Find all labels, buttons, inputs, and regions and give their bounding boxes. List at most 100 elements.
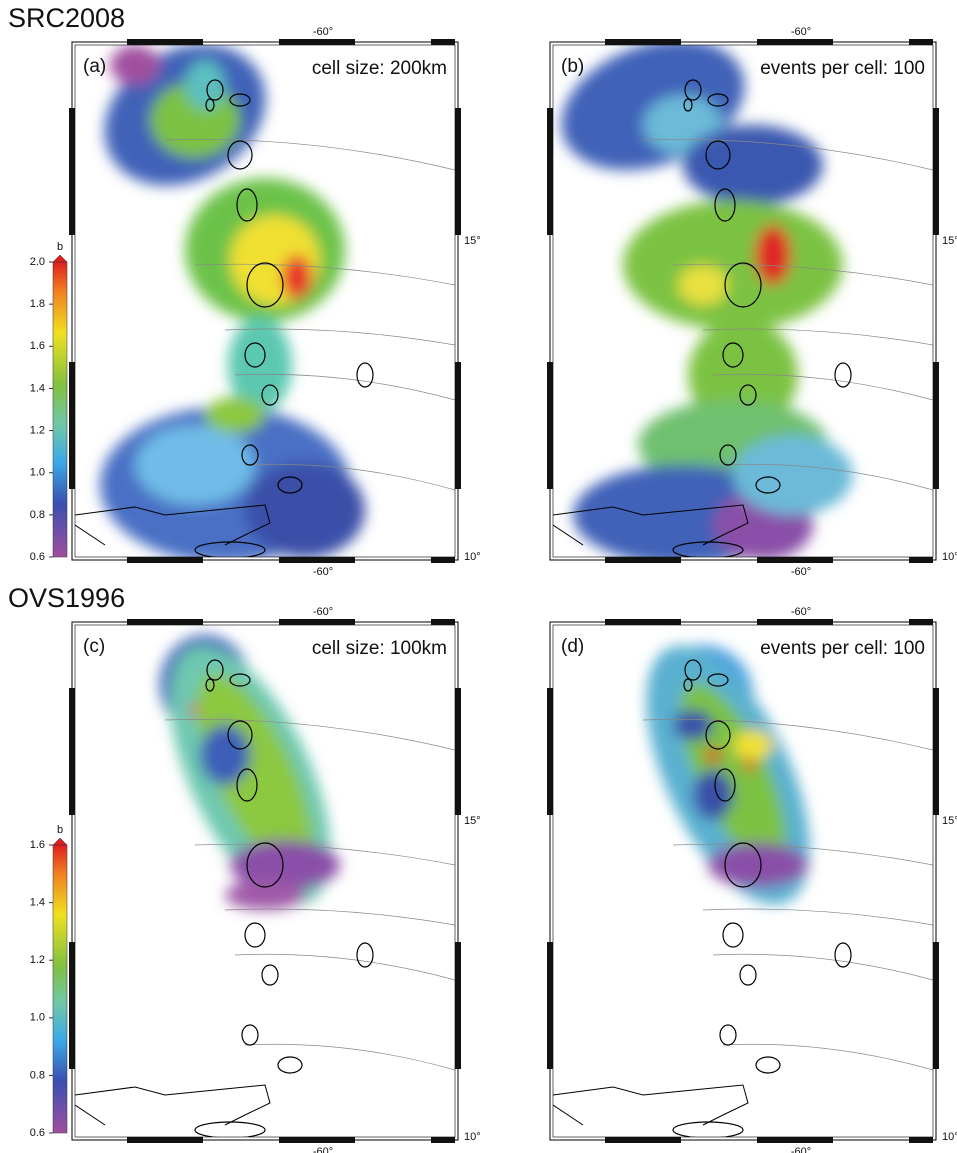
lon-label: -60° [313, 606, 333, 618]
frame-bar [69, 688, 75, 815]
fault-line [712, 373, 933, 401]
fault-line [224, 328, 455, 346]
frame-bar [933, 108, 939, 235]
colorbar-tick-label: 1.6 [30, 340, 45, 352]
fault-line [164, 139, 455, 171]
b-value-field [553, 645, 933, 1137]
frame-bar [455, 688, 461, 815]
fault-line [702, 908, 933, 926]
panel-note: events per cell: 100 [760, 638, 925, 659]
b-value-region [705, 748, 721, 762]
fault-line [244, 463, 455, 491]
map-panel: (c) cell size: 100km -60° -60° 15° 10° [69, 606, 481, 1153]
b-value-region [135, 425, 255, 505]
b-value-region [733, 435, 853, 515]
colorbar-title: b [57, 824, 63, 836]
panel-label: (c) [83, 636, 105, 657]
b-value-region [282, 255, 312, 299]
colorbar-tick-label: 1.2 [30, 954, 45, 966]
colorbar-tick-label: 2.0 [30, 256, 45, 268]
frame-bar [279, 619, 355, 625]
panel-label: (d) [561, 636, 584, 657]
b-value-region [185, 60, 225, 110]
island [236, 188, 258, 222]
b-value-region [200, 725, 250, 785]
frame-bar [69, 108, 75, 235]
map-panel: (b) events per cell: 100 -60° -60° 15° 10° [547, 26, 957, 578]
panel-note: cell size: 200km [312, 58, 447, 79]
island [739, 384, 757, 406]
island [834, 942, 852, 968]
island [244, 922, 266, 948]
island [356, 362, 374, 388]
fault-line [234, 953, 455, 981]
lon-label: -60° [313, 566, 333, 578]
island [236, 768, 258, 802]
fault-line [224, 908, 455, 926]
b-value-blobs [100, 45, 365, 557]
island [683, 678, 693, 692]
coastline [553, 504, 749, 546]
frame-bar [933, 688, 939, 815]
b-value-region [683, 125, 823, 205]
frame-bar [909, 1137, 933, 1143]
island [227, 140, 253, 170]
island [246, 262, 284, 308]
fault-line [722, 463, 933, 491]
frame-bar [933, 942, 939, 1069]
colorbar-tick-label: 0.8 [30, 509, 45, 521]
frame-bar [279, 557, 355, 563]
colorbar-title: b [57, 241, 63, 253]
map-frame [549, 621, 937, 1141]
b-value-field [553, 45, 933, 557]
frame-bar [431, 1137, 455, 1143]
colorbar-arrow [52, 837, 68, 846]
lon-label: -60° [313, 1146, 333, 1153]
island [206, 659, 224, 681]
frame-bar [127, 39, 203, 45]
frame-bar [757, 557, 833, 563]
island [241, 444, 259, 466]
panel-note: cell size: 100km [312, 638, 447, 659]
island [277, 476, 303, 494]
lat-label: 15° [942, 235, 957, 247]
island [684, 659, 702, 681]
lat-label: 15° [942, 815, 957, 827]
island [719, 444, 737, 466]
fault-line [244, 1043, 455, 1071]
frame-bar [547, 108, 553, 235]
island [722, 922, 744, 948]
map-frame [71, 41, 459, 561]
frame-bar [547, 688, 553, 815]
b-value-field [75, 45, 455, 557]
colorbar-tick-label: 1.6 [30, 839, 45, 851]
b-value-region [623, 200, 843, 330]
island [722, 342, 744, 368]
map-frame [71, 621, 459, 1141]
lon-label: -60° [791, 1146, 811, 1153]
island [834, 362, 852, 388]
island [724, 842, 762, 888]
coastline [75, 1084, 271, 1126]
frame-bar [455, 362, 461, 489]
lat-label: 10° [942, 551, 957, 563]
island [277, 1056, 303, 1074]
island [724, 262, 762, 308]
colorbar-tick-label: 1.2 [30, 424, 45, 436]
island [719, 1024, 737, 1046]
island [241, 1024, 259, 1046]
lat-label: 15° [464, 815, 481, 827]
b-value-field [75, 635, 455, 1137]
island [707, 93, 729, 107]
fault-line [234, 373, 455, 401]
b-value-region [755, 225, 791, 285]
frame-bar [127, 619, 203, 625]
island [261, 964, 279, 986]
lat-label: 10° [464, 1131, 481, 1143]
fault-line [702, 328, 933, 346]
colorbar [52, 844, 68, 1134]
colorbar-tick-label: 0.8 [30, 1069, 45, 1081]
island [755, 476, 781, 494]
colorbar [52, 261, 68, 558]
